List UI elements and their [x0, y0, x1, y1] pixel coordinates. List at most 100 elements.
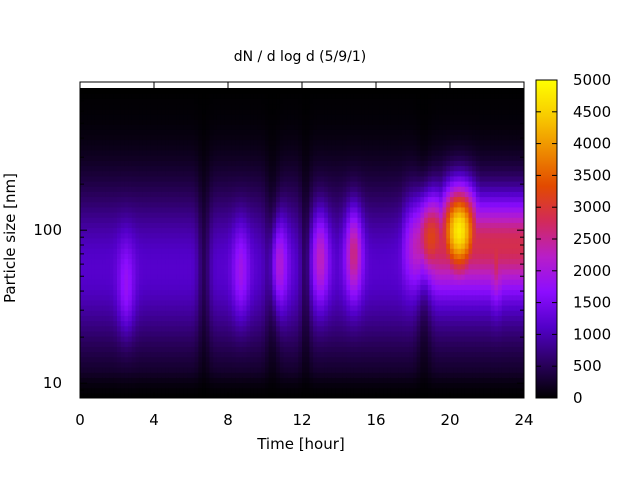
- heatmap-cell: [272, 294, 277, 301]
- heatmap-cell: [135, 232, 140, 239]
- heatmap-cell: [91, 299, 96, 306]
- heatmap-cell: [379, 336, 384, 342]
- heatmap-cell: [205, 150, 211, 156]
- heatmap-cell: [309, 289, 314, 296]
- heatmap-cell: [335, 113, 340, 120]
- heatmap-cell: [298, 150, 303, 156]
- heatmap-cell: [128, 144, 133, 151]
- heatmap-cell: [109, 289, 114, 296]
- heatmap-cell: [150, 310, 155, 316]
- heatmap-cell: [276, 253, 281, 260]
- heatmap-cell: [313, 155, 318, 161]
- heatmap-cell: [94, 232, 100, 239]
- heatmap-cell: [157, 150, 162, 156]
- heatmap-cell: [257, 367, 262, 373]
- heatmap-cell: [102, 186, 107, 192]
- heatmap-cell: [305, 258, 310, 265]
- heatmap-cell: [109, 367, 114, 373]
- heatmap-cell: [87, 372, 92, 378]
- heatmap-cell: [239, 212, 244, 218]
- heatmap-cell: [268, 212, 273, 218]
- heatmap-cell: [357, 119, 362, 125]
- heatmap-cell: [165, 134, 170, 141]
- heatmap-cell: [335, 253, 340, 260]
- heatmap-cell: [339, 139, 344, 146]
- heatmap-cell: [346, 103, 351, 110]
- heatmap-cell: [198, 315, 203, 322]
- heatmap-cell: [142, 330, 148, 337]
- heatmap-cell: [191, 155, 196, 161]
- heatmap-cell: [265, 263, 270, 270]
- heatmap-cell: [113, 377, 118, 384]
- heatmap-cell: [313, 98, 318, 105]
- heatmap-cell: [209, 253, 214, 260]
- heatmap-cell: [205, 119, 211, 125]
- heatmap-cell: [142, 361, 148, 368]
- heatmap-cell: [313, 294, 318, 301]
- heatmap-cell: [294, 279, 299, 285]
- heatmap-cell: [117, 196, 122, 203]
- heatmap-cell: [139, 253, 144, 260]
- heatmap-cell: [131, 160, 137, 167]
- heatmap-cell: [102, 196, 107, 203]
- heatmap-cell: [287, 346, 292, 353]
- heatmap-cell: [128, 217, 133, 223]
- heatmap-cell: [268, 108, 273, 115]
- heatmap-cell: [339, 191, 344, 198]
- heatmap-cell: [139, 196, 144, 203]
- heatmap-cell: [165, 341, 170, 347]
- heatmap-cell: [320, 88, 325, 94]
- heatmap-cell: [372, 289, 377, 296]
- heatmap-cell: [179, 299, 185, 306]
- heatmap-cell: [91, 129, 96, 136]
- heatmap-cell: [302, 139, 307, 146]
- heatmap-cell: [302, 160, 307, 167]
- heatmap-cell: [120, 170, 125, 177]
- heatmap-cell: [87, 237, 92, 244]
- heatmap-cell: [231, 144, 236, 151]
- heatmap-cell: [268, 310, 273, 316]
- heatmap-cell: [198, 212, 203, 218]
- heatmap-cell: [216, 129, 222, 136]
- heatmap-cell: [228, 206, 233, 213]
- heatmap-cell: [172, 320, 177, 327]
- heatmap-cell: [142, 88, 148, 94]
- heatmap-cell: [272, 217, 277, 223]
- heatmap-cell: [250, 196, 255, 203]
- heatmap-cell: [216, 191, 222, 198]
- heatmap-cell: [109, 113, 114, 120]
- heatmap-cell: [309, 263, 314, 270]
- heatmap-cell: [361, 222, 366, 229]
- heatmap-cell: [139, 315, 144, 322]
- heatmap-cell: [283, 103, 288, 110]
- heatmap-cell: [220, 263, 225, 270]
- heatmap-cell: [213, 201, 218, 208]
- heatmap-cell: [213, 237, 218, 244]
- heatmap-cell: [231, 206, 236, 213]
- heatmap-cell: [205, 98, 211, 105]
- heatmap-cell: [172, 263, 177, 270]
- heatmap-cell: [205, 243, 211, 249]
- heatmap-cell: [205, 155, 211, 161]
- heatmap-cell: [142, 372, 148, 378]
- heatmap-cell: [257, 310, 262, 316]
- heatmap-cell: [113, 268, 118, 275]
- heatmap-cell: [350, 315, 355, 322]
- heatmap-cell: [364, 108, 370, 115]
- heatmap-cell: [294, 227, 299, 234]
- heatmap-cell: [202, 113, 207, 120]
- heatmap-cell: [105, 351, 111, 358]
- heatmap-cell: [128, 263, 133, 270]
- heatmap-cell: [250, 181, 255, 187]
- heatmap-cell: [265, 248, 270, 254]
- heatmap-cell: [372, 341, 377, 347]
- heatmap-cell: [253, 315, 259, 322]
- heatmap-cell: [272, 305, 277, 311]
- heatmap-cell: [128, 310, 133, 316]
- heatmap-cell: [287, 124, 292, 130]
- heatmap-cell: [379, 212, 384, 218]
- heatmap-cell: [346, 294, 351, 301]
- heatmap-cell: [265, 201, 270, 208]
- heatmap-cell: [290, 299, 296, 306]
- heatmap-cell: [187, 377, 192, 384]
